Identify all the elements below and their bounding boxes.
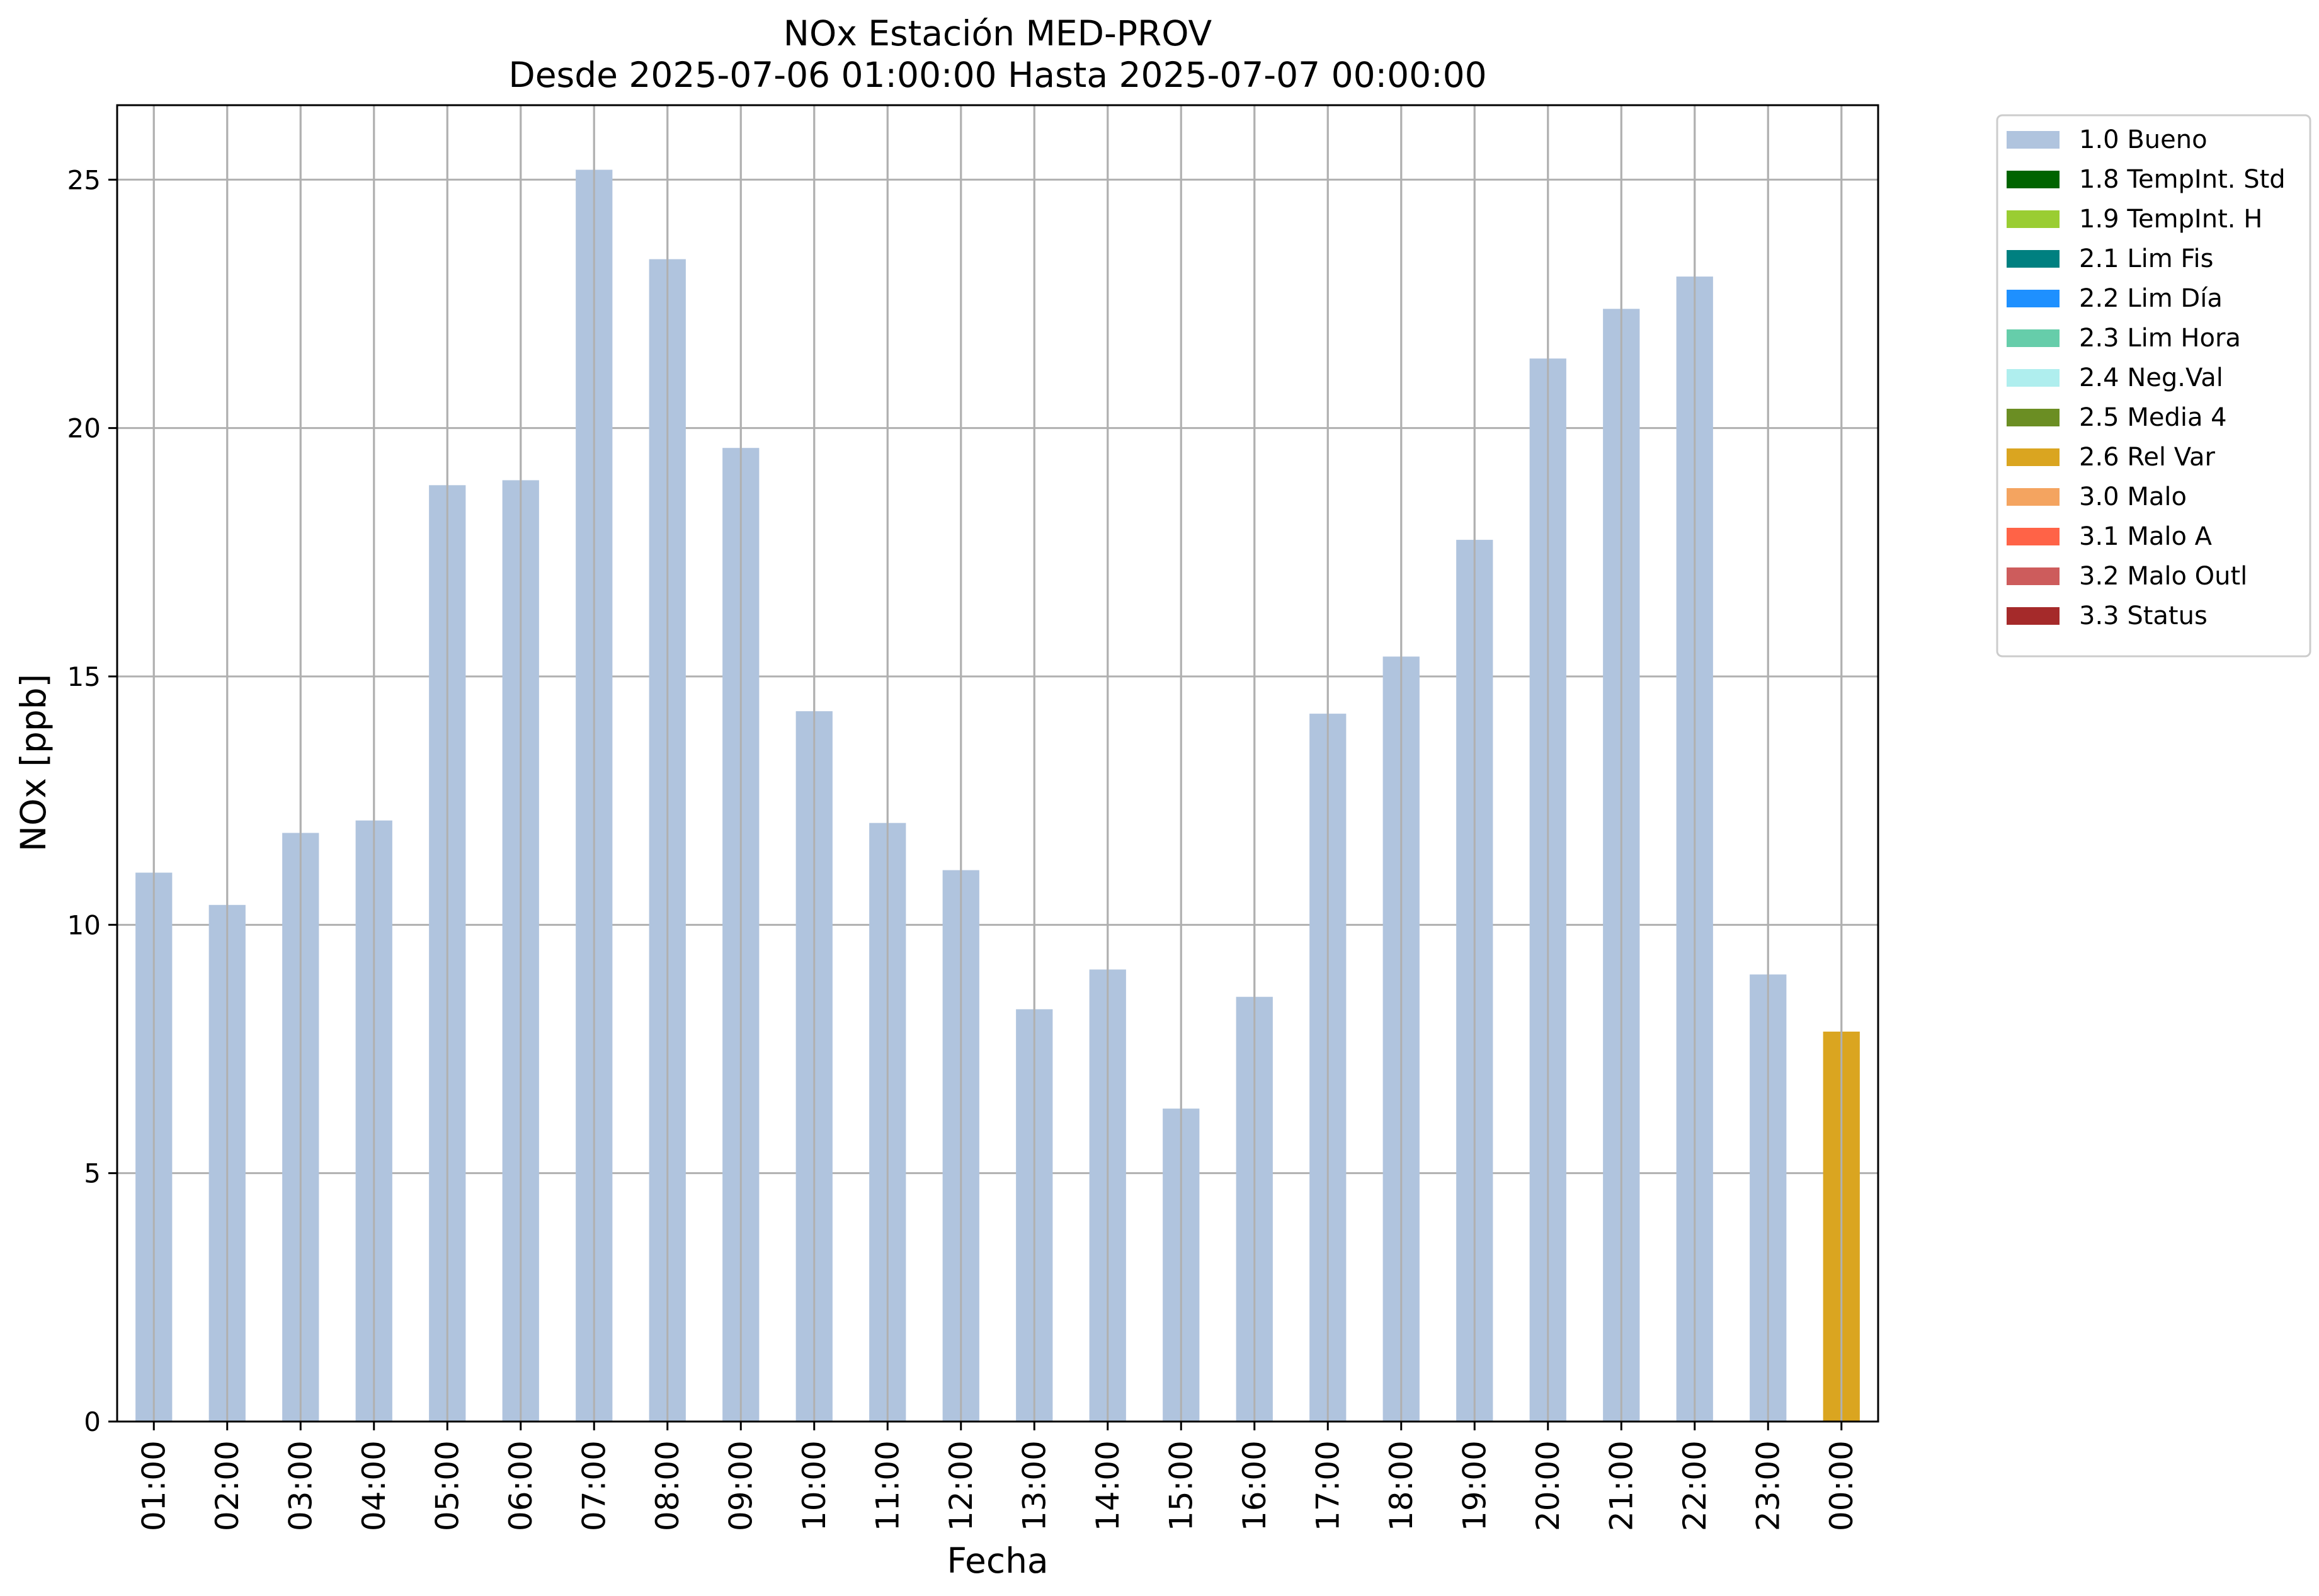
legend-swatch bbox=[2007, 131, 2060, 149]
x-tick-label: 15:00 bbox=[1163, 1440, 1199, 1531]
legend-label: 2.2 Lim Día bbox=[2079, 284, 2223, 313]
legend-label: 2.6 Rel Var bbox=[2079, 443, 2216, 472]
legend-swatch bbox=[2007, 171, 2060, 188]
x-tick-label: 20:00 bbox=[1530, 1440, 1566, 1531]
x-tick-label: 01:00 bbox=[135, 1440, 172, 1531]
axes: 0 5 10 15 20 25 01:00 02:00 03:00 04:00 05:00 06:00… bbox=[67, 104, 1879, 1531]
legend-swatch bbox=[2007, 488, 2060, 506]
x-tick-label: 16:00 bbox=[1236, 1440, 1273, 1531]
legend-swatch bbox=[2007, 567, 2060, 585]
legend-swatch bbox=[2007, 528, 2060, 545]
legend-box bbox=[1996, 114, 2311, 658]
x-tick-label: 18:00 bbox=[1383, 1440, 1420, 1531]
bars bbox=[135, 105, 1860, 1422]
legend-swatch bbox=[2007, 409, 2060, 426]
legend-label: 1.9 TempInt. H bbox=[2079, 205, 2262, 234]
plot-frame bbox=[116, 104, 1879, 1423]
y-axis-label: NOx [ppb] bbox=[13, 674, 54, 852]
y-tick-label: 0 bbox=[84, 1406, 101, 1437]
legend-label: 2.5 Media 4 bbox=[2079, 403, 2227, 432]
x-axis-label: Fecha bbox=[947, 1541, 1048, 1581]
x-tick-label: 08:00 bbox=[649, 1440, 686, 1531]
x-tick-label: 13:00 bbox=[1016, 1440, 1052, 1531]
legend-label: 3.1 Malo A bbox=[2079, 522, 2213, 551]
x-tick-label: 19:00 bbox=[1456, 1440, 1493, 1531]
legend-label: 1.8 TempInt. Std bbox=[2079, 165, 2286, 194]
y-tick-label: 25 bbox=[67, 164, 101, 195]
legend-swatch bbox=[2007, 448, 2060, 466]
legend-label: 2.4 Neg.Val bbox=[2079, 363, 2223, 392]
x-tick-label: 05:00 bbox=[429, 1440, 465, 1531]
chart-title: NOx Estación MED-PROV bbox=[783, 13, 1212, 54]
x-tick-label: 22:00 bbox=[1677, 1440, 1713, 1531]
legend-swatch bbox=[2007, 290, 2060, 307]
x-tick-label: 21:00 bbox=[1603, 1440, 1639, 1531]
legend-label: 1.0 Bueno bbox=[2079, 125, 2208, 154]
x-tick-label: 09:00 bbox=[722, 1440, 759, 1531]
x-tick-label: 04:00 bbox=[356, 1440, 392, 1531]
legend-swatch bbox=[2007, 210, 2060, 228]
legend-label: 2.1 Lim Fis bbox=[2079, 244, 2213, 273]
x-tick-label: 12:00 bbox=[943, 1440, 979, 1531]
x-tick-label: 17:00 bbox=[1309, 1440, 1346, 1531]
legend-swatch bbox=[2007, 250, 2060, 268]
chart-subtitle: Desde 2025-07-06 01:00:00 Hasta 2025-07-… bbox=[508, 55, 1486, 95]
x-tick-label: 07:00 bbox=[576, 1440, 612, 1531]
legend-label: 3.3 Status bbox=[2079, 601, 2208, 630]
legend-swatch bbox=[2007, 369, 2060, 387]
x-tick-label: 03:00 bbox=[282, 1440, 319, 1531]
y-tick-label: 10 bbox=[67, 909, 101, 940]
y-tick-label: 5 bbox=[84, 1158, 101, 1189]
legend-label: 3.2 Malo Outl bbox=[2079, 562, 2247, 591]
legend-label: 3.0 Malo bbox=[2079, 482, 2187, 511]
y-tick-label: 15 bbox=[67, 661, 101, 692]
x-tick-label: 14:00 bbox=[1090, 1440, 1126, 1531]
x-tick-label: 06:00 bbox=[503, 1440, 539, 1531]
legend-swatch bbox=[2007, 607, 2060, 625]
legend: 1.0 Bueno 1.8 TempInt. Std 1.9 TempInt. H 2… bbox=[1996, 114, 2311, 658]
x-tick-label: 02:00 bbox=[209, 1440, 246, 1531]
legend-label: 2.3 Lim Hora bbox=[2079, 324, 2241, 353]
legend-swatch bbox=[2007, 329, 2060, 347]
x-tick-label: 11:00 bbox=[869, 1440, 906, 1531]
x-tick-label: 23:00 bbox=[1750, 1440, 1786, 1531]
x-tick-label: 00:00 bbox=[1823, 1440, 1860, 1531]
y-tick-label: 20 bbox=[67, 413, 101, 444]
x-tick-label: 10:00 bbox=[796, 1440, 833, 1531]
